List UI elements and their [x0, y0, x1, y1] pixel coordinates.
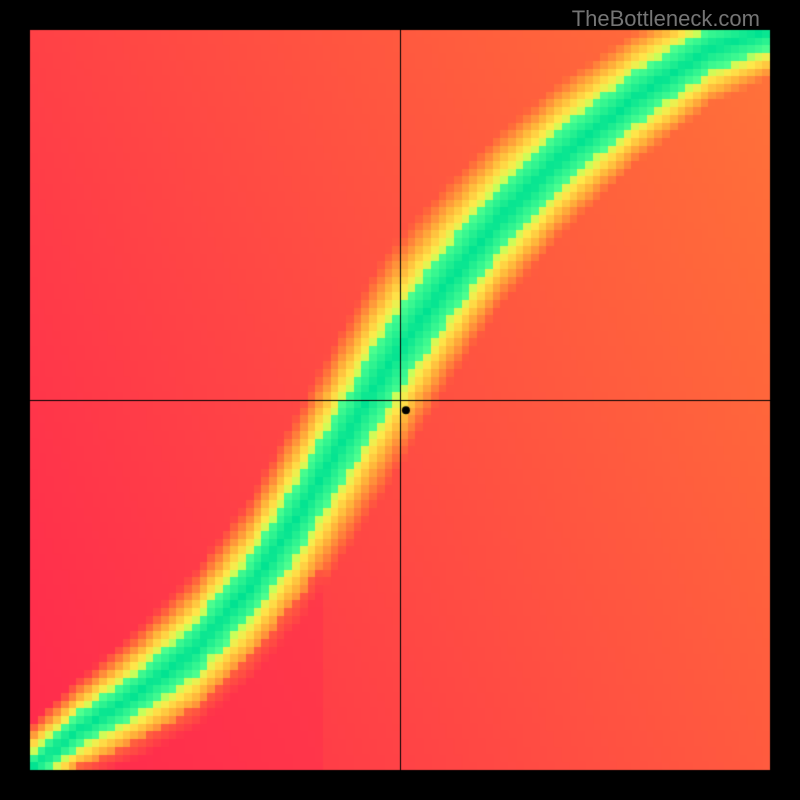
bottleneck-heatmap — [0, 0, 800, 800]
chart-container: { "watermark": { "text": "TheBottleneck.… — [0, 0, 800, 800]
